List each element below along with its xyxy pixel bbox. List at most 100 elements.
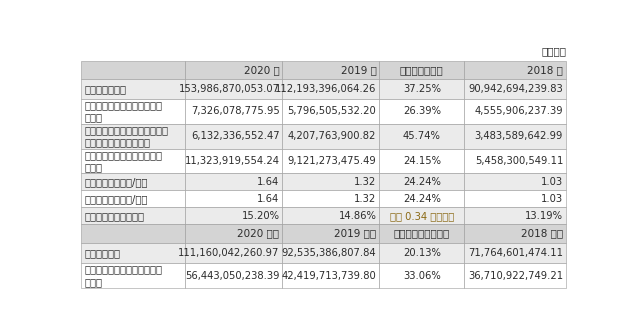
Bar (185, 224, 282, 243)
Text: 单位：元: 单位：元 (541, 46, 566, 56)
Bar (282, 208, 379, 224)
Bar (282, 124, 379, 149)
Text: 总资产（元）: 总资产（元） (84, 248, 120, 258)
Bar (81, 208, 185, 224)
Bar (379, 243, 464, 263)
Text: 14.86%: 14.86% (338, 211, 377, 221)
Bar (185, 99, 282, 124)
Text: 90,942,694,239.83: 90,942,694,239.83 (468, 84, 563, 94)
Bar (464, 224, 566, 243)
Text: 33.06%: 33.06% (403, 271, 440, 281)
Bar (464, 124, 566, 149)
Text: 2020 年: 2020 年 (244, 65, 280, 75)
Text: 经营活动产生的现金流量净额
（元）: 经营活动产生的现金流量净额 （元） (84, 150, 162, 172)
Text: 本年比上年增减: 本年比上年增减 (400, 65, 444, 75)
Bar (464, 263, 566, 288)
Bar (282, 191, 379, 208)
Text: 上升 0.34 个百分点: 上升 0.34 个百分点 (390, 211, 454, 221)
Bar (81, 191, 185, 208)
Text: 3,483,589,642.99: 3,483,589,642.99 (475, 131, 563, 141)
Text: 37.25%: 37.25% (403, 84, 441, 94)
Text: 111,160,042,260.97: 111,160,042,260.97 (178, 248, 280, 258)
Bar (81, 79, 185, 99)
Bar (81, 263, 185, 288)
Bar (379, 61, 464, 79)
Text: 45.74%: 45.74% (403, 131, 441, 141)
Bar (81, 124, 185, 149)
Text: 71,764,601,474.11: 71,764,601,474.11 (468, 248, 563, 258)
Bar (379, 79, 464, 99)
Text: 2018 年末: 2018 年末 (521, 229, 563, 239)
Text: 42,419,713,739.80: 42,419,713,739.80 (282, 271, 377, 281)
Bar (379, 174, 464, 191)
Bar (379, 208, 464, 224)
Text: 2019 年: 2019 年 (341, 65, 377, 75)
Bar (185, 263, 282, 288)
Text: 4,555,906,237.39: 4,555,906,237.39 (474, 106, 563, 116)
Bar (464, 79, 566, 99)
Text: 11,323,919,554.24: 11,323,919,554.24 (185, 156, 280, 166)
Text: 本年末比上年末增减: 本年末比上年末增减 (394, 229, 450, 239)
Bar (185, 243, 282, 263)
Bar (464, 191, 566, 208)
Bar (379, 149, 464, 174)
Bar (464, 243, 566, 263)
Text: 5,796,505,532.20: 5,796,505,532.20 (288, 106, 377, 116)
Bar (379, 191, 464, 208)
Bar (185, 124, 282, 149)
Bar (81, 61, 185, 79)
Text: 9,121,273,475.49: 9,121,273,475.49 (288, 156, 377, 166)
Text: 稀释每股收益（元/股）: 稀释每股收益（元/股） (84, 194, 147, 204)
Bar (185, 208, 282, 224)
Bar (81, 149, 185, 174)
Bar (81, 99, 185, 124)
Bar (185, 174, 282, 191)
Bar (282, 174, 379, 191)
Bar (185, 79, 282, 99)
Text: 7,326,078,775.95: 7,326,078,775.95 (191, 106, 280, 116)
Bar (282, 61, 379, 79)
Text: 153,986,870,053.07: 153,986,870,053.07 (178, 84, 280, 94)
Text: 加权平均净资产收益率: 加权平均净资产收益率 (84, 211, 144, 221)
Text: 归属于上市公司股东的净利润
（元）: 归属于上市公司股东的净利润 （元） (84, 100, 162, 122)
Bar (81, 174, 185, 191)
Text: 1.03: 1.03 (541, 177, 563, 187)
Text: 1.03: 1.03 (541, 194, 563, 204)
Text: 1.64: 1.64 (257, 177, 280, 187)
Bar (282, 99, 379, 124)
Text: 56,443,050,238.39: 56,443,050,238.39 (185, 271, 280, 281)
Bar (81, 224, 185, 243)
Bar (282, 149, 379, 174)
Text: 2018 年: 2018 年 (527, 65, 563, 75)
Bar (379, 263, 464, 288)
Text: 24.24%: 24.24% (403, 194, 441, 204)
Text: 24.15%: 24.15% (403, 156, 441, 166)
Bar (282, 263, 379, 288)
Text: 6,132,336,552.47: 6,132,336,552.47 (191, 131, 280, 141)
Text: 归属于上市公司股东的净资产
（元）: 归属于上市公司股东的净资产 （元） (84, 264, 162, 287)
Bar (464, 208, 566, 224)
Text: 15.20%: 15.20% (241, 211, 280, 221)
Bar (464, 149, 566, 174)
Text: 归属于上市公司股东的扣除非经
常性损益的净利润（元）: 归属于上市公司股东的扣除非经 常性损益的净利润（元） (84, 125, 168, 147)
Text: 26.39%: 26.39% (403, 106, 441, 116)
Bar (379, 224, 464, 243)
Text: 营业收入（元）: 营业收入（元） (84, 84, 126, 94)
Bar (379, 124, 464, 149)
Bar (464, 174, 566, 191)
Text: 1.64: 1.64 (257, 194, 280, 204)
Text: 基本每股收益（元/股）: 基本每股收益（元/股） (84, 177, 147, 187)
Text: 1.32: 1.32 (354, 177, 377, 187)
Text: 5,458,300,549.11: 5,458,300,549.11 (475, 156, 563, 166)
Text: 92,535,386,807.84: 92,535,386,807.84 (282, 248, 377, 258)
Text: 112,193,396,064.26: 112,193,396,064.26 (275, 84, 377, 94)
Bar (464, 61, 566, 79)
Text: 36,710,922,749.21: 36,710,922,749.21 (468, 271, 563, 281)
Bar (81, 243, 185, 263)
Bar (464, 99, 566, 124)
Text: 13.19%: 13.19% (525, 211, 563, 221)
Bar (282, 224, 379, 243)
Text: 24.24%: 24.24% (403, 177, 441, 187)
Bar (185, 191, 282, 208)
Text: 2020 年末: 2020 年末 (238, 229, 280, 239)
